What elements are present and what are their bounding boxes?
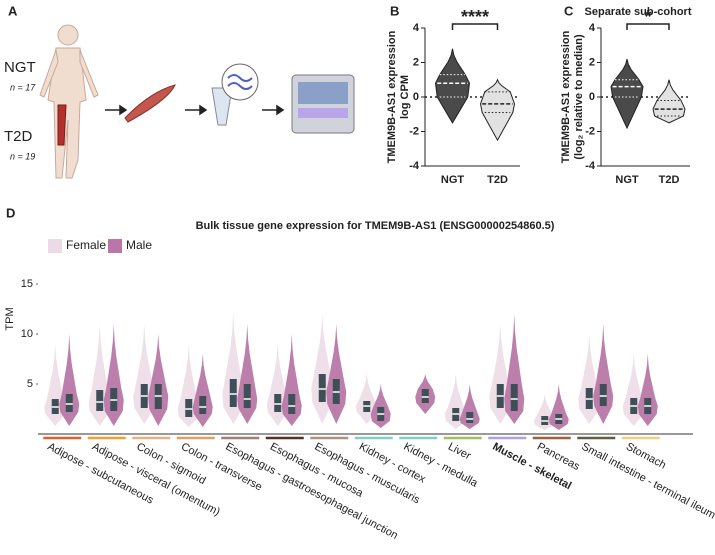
y-tick-label: 2 [413,56,419,68]
iqr-box [96,390,104,411]
violin [434,48,471,124]
legend-swatch [48,239,62,253]
legend-label: Male [126,238,152,252]
iqr-box [466,412,474,423]
panel-label: D [6,205,15,220]
violin [504,314,525,424]
y-tick-label: 10 [21,328,33,340]
chart-title: Separate sub-cohort [585,6,692,18]
arrows [105,104,285,116]
y-axis-label: TPM [4,307,16,330]
violin [610,58,644,130]
y-tick-label: 2 [589,56,595,68]
iqr-box [288,394,296,414]
y-tick-label: -4 [585,160,596,172]
y-tick-label: -4 [409,160,420,172]
y-tick-label: 4 [413,22,420,34]
group-name: T2D [4,128,33,145]
y-axis-label: TMEM9B-AS1 expression [386,30,398,163]
legend-swatch [108,239,122,253]
iqr-box [421,389,429,403]
violin [593,324,614,424]
x-tick-label: T2D [487,174,508,186]
violin [370,384,391,428]
violin [237,324,258,424]
iqr-box [599,384,607,406]
violin [281,334,302,426]
violin [637,354,658,426]
iqr-box [65,394,73,412]
panel-label: A [8,3,18,18]
iqr-box [274,394,282,412]
x-tick-label: T2D [659,174,680,186]
x-tick-label: NGT [615,174,639,186]
iqr-box [318,374,326,402]
y-tick-label: 0 [589,91,595,103]
x-tick-label: NGT [441,174,465,186]
iqr-box [510,384,518,411]
violin [326,324,347,424]
iqr-box [199,396,207,414]
sample-icons [211,63,355,134]
illustration [39,24,176,179]
violin [479,78,516,142]
y-tick-label: -2 [585,125,595,137]
y-tick-label: 4 [589,22,596,34]
group-n: n = 19 [10,151,35,161]
x-tick-label: Liver [446,441,473,463]
violin [192,354,213,427]
x-tick-label: Muscle - skeletal [490,441,573,493]
violin [459,384,480,429]
chart-title: Bulk tissue gene expression for TMEM9B-A… [196,220,555,232]
y-tick-label: 15 [21,278,33,290]
violin [148,334,169,426]
y-axis-label: TMEM9B-AS1 expression [560,30,572,163]
y-tick-label: 0 [413,91,419,103]
y-axis-label: (log₂ relative to median) [573,34,585,160]
violin [59,334,80,426]
group-n: n = 17 [10,82,36,92]
y-axis-label: log CPM [399,75,411,119]
violin [548,384,569,430]
significance-bracket [451,23,499,30]
group-name: NGT [4,59,36,76]
significance-bracket [626,23,670,30]
y-tick-label: -2 [409,125,419,137]
violin [652,79,686,124]
iqr-box [229,379,237,407]
significance-label: * [644,7,651,27]
iqr-box [243,384,251,408]
iqr-box [185,399,193,417]
y-tick-label: 5 [27,378,33,390]
violin [103,324,124,426]
panel-label: C [564,3,574,18]
legend-label: Female [66,238,106,252]
panel-label: B [390,3,399,18]
x-tick-label: Kidney - medulla [401,441,480,490]
significance-label: **** [461,7,489,27]
